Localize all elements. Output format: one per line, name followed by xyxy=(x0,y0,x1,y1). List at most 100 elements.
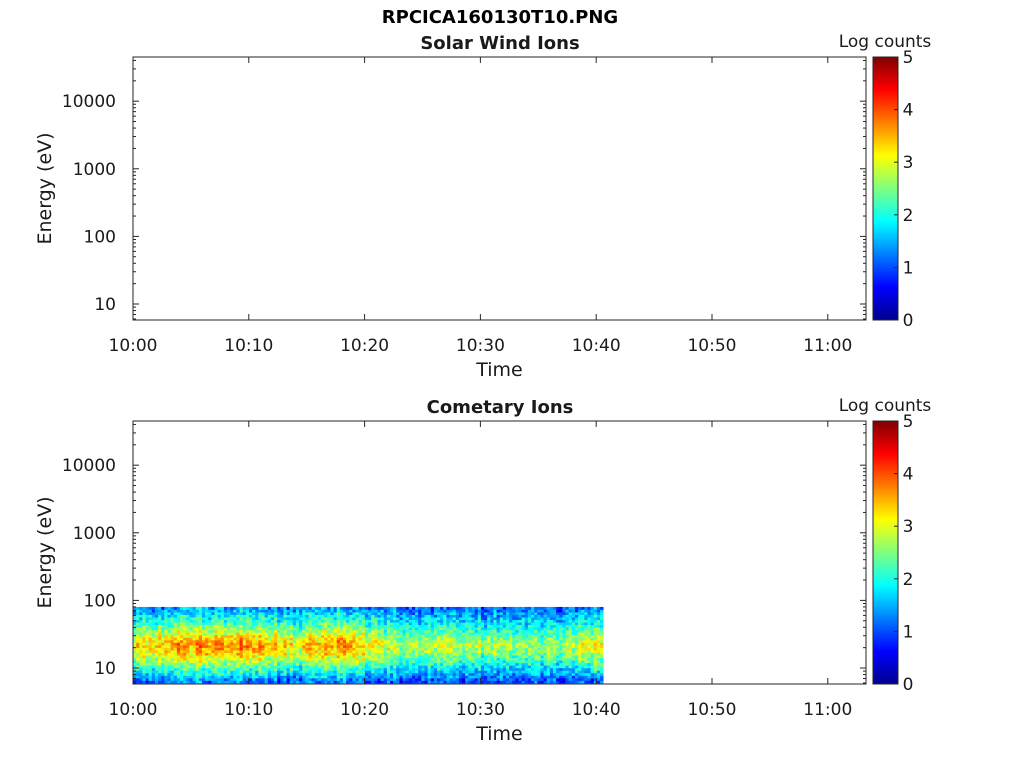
spectrogram-cell xyxy=(455,675,460,679)
spectrogram-cell xyxy=(136,662,140,666)
spectrogram-cell xyxy=(458,629,463,633)
spectrogram-cell xyxy=(283,662,287,666)
spectrogram-cell xyxy=(484,627,488,631)
spectrogram-cell xyxy=(490,665,494,669)
spectrogram-cell xyxy=(214,652,219,656)
spectrogram-cell xyxy=(462,637,466,641)
spectrogram-cell xyxy=(267,606,272,610)
spectrogram-cell xyxy=(205,614,209,618)
spectrogram-cell xyxy=(593,632,598,636)
spectrogram-cell xyxy=(223,609,228,613)
spectrogram-cell xyxy=(449,624,454,628)
spectrogram-cell xyxy=(242,644,247,648)
spectrogram-cell xyxy=(458,652,463,656)
spectrogram-cell xyxy=(286,655,291,659)
spectrogram-cell xyxy=(186,617,190,621)
spectrogram-cell xyxy=(223,650,228,653)
spectrogram-cell xyxy=(280,614,284,618)
spectrogram-cell xyxy=(176,644,181,648)
spectrogram-cell xyxy=(186,642,190,646)
spectrogram-cell xyxy=(411,632,416,636)
spectrogram-cell xyxy=(505,606,510,610)
spectrogram-cell xyxy=(139,614,143,618)
spectrogram-cell xyxy=(289,627,294,631)
spectrogram-cell xyxy=(183,655,187,659)
spectrogram-cell xyxy=(471,634,476,638)
spectrogram-cell xyxy=(283,622,287,626)
spectrogram-cell xyxy=(295,619,300,623)
spectrogram-cell xyxy=(189,665,193,669)
spectrogram-cell xyxy=(509,677,513,681)
spectrogram-cell xyxy=(142,637,146,641)
spectrogram-cell xyxy=(299,622,303,626)
spectrogram-cell xyxy=(386,622,391,626)
spectrogram-cell xyxy=(512,670,516,674)
spectrogram-cell xyxy=(217,680,222,684)
spectrogram-cell xyxy=(540,624,544,628)
spectrogram-cell xyxy=(148,675,153,679)
spectrogram-cell xyxy=(446,657,450,661)
spectrogram-cell xyxy=(333,652,338,656)
spectrogram-cell xyxy=(277,644,281,648)
spectrogram-cell xyxy=(167,624,172,628)
spectrogram-cell xyxy=(399,677,403,681)
spectrogram-cell xyxy=(590,650,595,653)
spectrogram-cell xyxy=(242,655,247,659)
spectrogram-cell xyxy=(289,606,294,610)
spectrogram-cell xyxy=(512,660,516,664)
x-tick-label: 10:50 xyxy=(687,336,736,356)
spectrogram-cell xyxy=(364,614,369,618)
spectrogram-cell xyxy=(255,660,259,664)
spectrogram-cell xyxy=(477,606,482,610)
spectrogram-cell xyxy=(371,632,375,636)
spectrogram-cell xyxy=(154,665,159,669)
spectrogram-cell xyxy=(527,662,532,666)
spectrogram-cell xyxy=(418,680,422,684)
spectrogram-cell xyxy=(280,642,284,646)
spectrogram-cell xyxy=(524,675,529,679)
spectrogram-cell xyxy=(258,670,262,674)
spectrogram-cell xyxy=(148,680,153,684)
spectrogram-cell xyxy=(230,667,234,671)
spectrogram-cell xyxy=(239,667,244,671)
spectrogram-cell xyxy=(349,672,353,676)
spectrogram-cell xyxy=(158,606,162,610)
spectrogram-cell xyxy=(189,634,193,638)
spectrogram-cell xyxy=(390,647,394,651)
spectrogram-cell xyxy=(211,629,215,633)
spectrogram-cell xyxy=(274,672,278,676)
spectrogram-cell xyxy=(302,642,306,646)
spectrogram-cell xyxy=(330,652,334,656)
spectrogram-cell xyxy=(458,670,463,674)
spectrogram-cell xyxy=(186,627,190,631)
x-axis-label: Time xyxy=(475,359,523,381)
spectrogram-cell xyxy=(261,617,266,621)
spectrogram-cell xyxy=(402,632,407,636)
spectrogram-cell xyxy=(261,662,266,666)
spectrogram-cell xyxy=(292,652,297,656)
spectrogram-cell xyxy=(437,637,441,641)
spectrogram-cell xyxy=(167,660,172,664)
spectrogram-cell xyxy=(302,675,306,679)
spectrogram-cell xyxy=(390,644,394,648)
spectrogram-cell xyxy=(192,657,197,661)
spectrogram-cell xyxy=(524,644,529,648)
colorbar-tick-label: 4 xyxy=(903,101,914,121)
spectrogram-cell xyxy=(443,662,447,666)
spectrogram-cell xyxy=(333,655,338,659)
spectrogram-cell xyxy=(220,627,225,631)
spectrogram-cell xyxy=(274,662,278,666)
spectrogram-cell xyxy=(145,619,150,623)
spectrogram-cell xyxy=(295,670,300,674)
spectrogram-cell xyxy=(277,680,281,684)
spectrogram-cell xyxy=(371,614,375,618)
spectrogram-cell xyxy=(245,627,250,631)
spectrogram-cell xyxy=(430,670,435,674)
spectrogram-cell xyxy=(151,675,156,679)
spectrogram-cell xyxy=(286,650,291,653)
spectrogram-cell xyxy=(437,606,441,610)
spectrogram-cell xyxy=(596,622,601,626)
spectrogram-cell xyxy=(205,642,209,646)
spectrogram-cell xyxy=(496,672,501,676)
spectrogram-cell xyxy=(452,677,457,681)
